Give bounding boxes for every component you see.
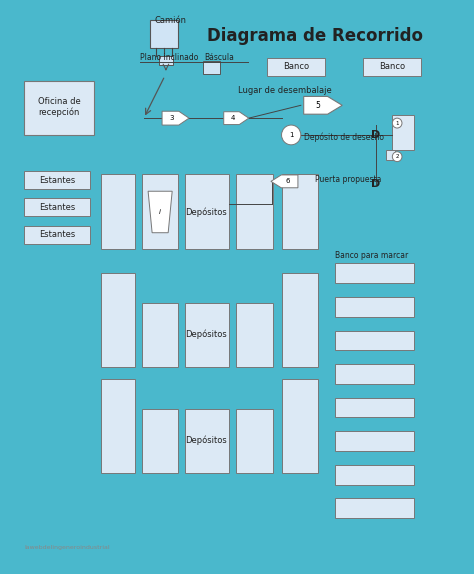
- Text: Banco: Banco: [379, 63, 405, 71]
- Bar: [364, 58, 421, 76]
- Bar: [335, 465, 413, 484]
- Bar: [101, 273, 135, 367]
- Text: Camión: Camión: [155, 16, 186, 25]
- Bar: [335, 398, 413, 417]
- Text: 4: 4: [231, 115, 235, 121]
- Circle shape: [282, 125, 301, 145]
- Bar: [202, 61, 220, 73]
- Bar: [335, 498, 413, 518]
- Text: i: i: [159, 209, 161, 215]
- Text: 6: 6: [286, 179, 290, 184]
- Text: Depósitos: Depósitos: [185, 436, 227, 445]
- Text: 3: 3: [170, 115, 174, 121]
- Text: Plano inclinado: Plano inclinado: [140, 53, 198, 63]
- Bar: [282, 379, 318, 473]
- Text: Depósitos: Depósitos: [185, 329, 227, 339]
- Bar: [159, 56, 173, 65]
- Bar: [24, 80, 94, 135]
- Bar: [24, 226, 90, 243]
- Bar: [101, 174, 135, 249]
- Bar: [236, 174, 273, 249]
- Text: Depósito de desecho: Depósito de desecho: [304, 132, 383, 142]
- Bar: [335, 297, 413, 317]
- Text: Lugar de desembalaje: Lugar de desembalaje: [238, 86, 332, 95]
- Bar: [185, 409, 228, 473]
- Bar: [236, 303, 273, 367]
- Bar: [335, 364, 413, 384]
- Text: Puerta propuesta: Puerta propuesta: [315, 175, 382, 184]
- Text: Banco para marcar: Banco para marcar: [335, 251, 408, 260]
- Bar: [142, 303, 178, 367]
- Text: Estantes: Estantes: [39, 203, 75, 212]
- Bar: [150, 20, 178, 48]
- Text: 1: 1: [289, 132, 293, 138]
- Text: 5: 5: [316, 101, 320, 110]
- Polygon shape: [271, 175, 298, 188]
- Bar: [236, 409, 273, 473]
- Polygon shape: [148, 191, 172, 232]
- Bar: [282, 273, 318, 367]
- Polygon shape: [162, 111, 189, 125]
- Bar: [101, 379, 135, 473]
- Bar: [282, 174, 318, 249]
- Text: 1: 1: [395, 121, 399, 126]
- Text: Diagrama de Recorrido: Diagrama de Recorrido: [207, 27, 423, 45]
- Bar: [335, 331, 413, 350]
- Bar: [142, 409, 178, 473]
- Circle shape: [392, 118, 402, 128]
- Bar: [392, 115, 413, 150]
- Text: Estantes: Estantes: [39, 176, 75, 185]
- Text: lawebdelingeneroindustrial: lawebdelingeneroindustrial: [24, 545, 110, 550]
- Text: Depósitos: Depósitos: [185, 207, 227, 217]
- Text: Banco: Banco: [283, 63, 309, 71]
- Bar: [185, 174, 228, 249]
- Text: D: D: [371, 179, 381, 189]
- Text: 2: 2: [395, 154, 399, 159]
- Text: Estantes: Estantes: [39, 230, 75, 239]
- Bar: [335, 431, 413, 451]
- Bar: [142, 174, 178, 249]
- Bar: [24, 172, 90, 189]
- Text: Báscula: Báscula: [204, 53, 234, 63]
- Text: Oficina de
recepción: Oficina de recepción: [37, 97, 81, 117]
- Text: D: D: [371, 130, 381, 140]
- Bar: [385, 150, 395, 160]
- Bar: [267, 58, 325, 76]
- Circle shape: [392, 152, 402, 162]
- Bar: [24, 198, 90, 216]
- Polygon shape: [304, 96, 342, 114]
- Bar: [185, 303, 228, 367]
- Bar: [335, 263, 413, 283]
- Polygon shape: [224, 112, 249, 125]
